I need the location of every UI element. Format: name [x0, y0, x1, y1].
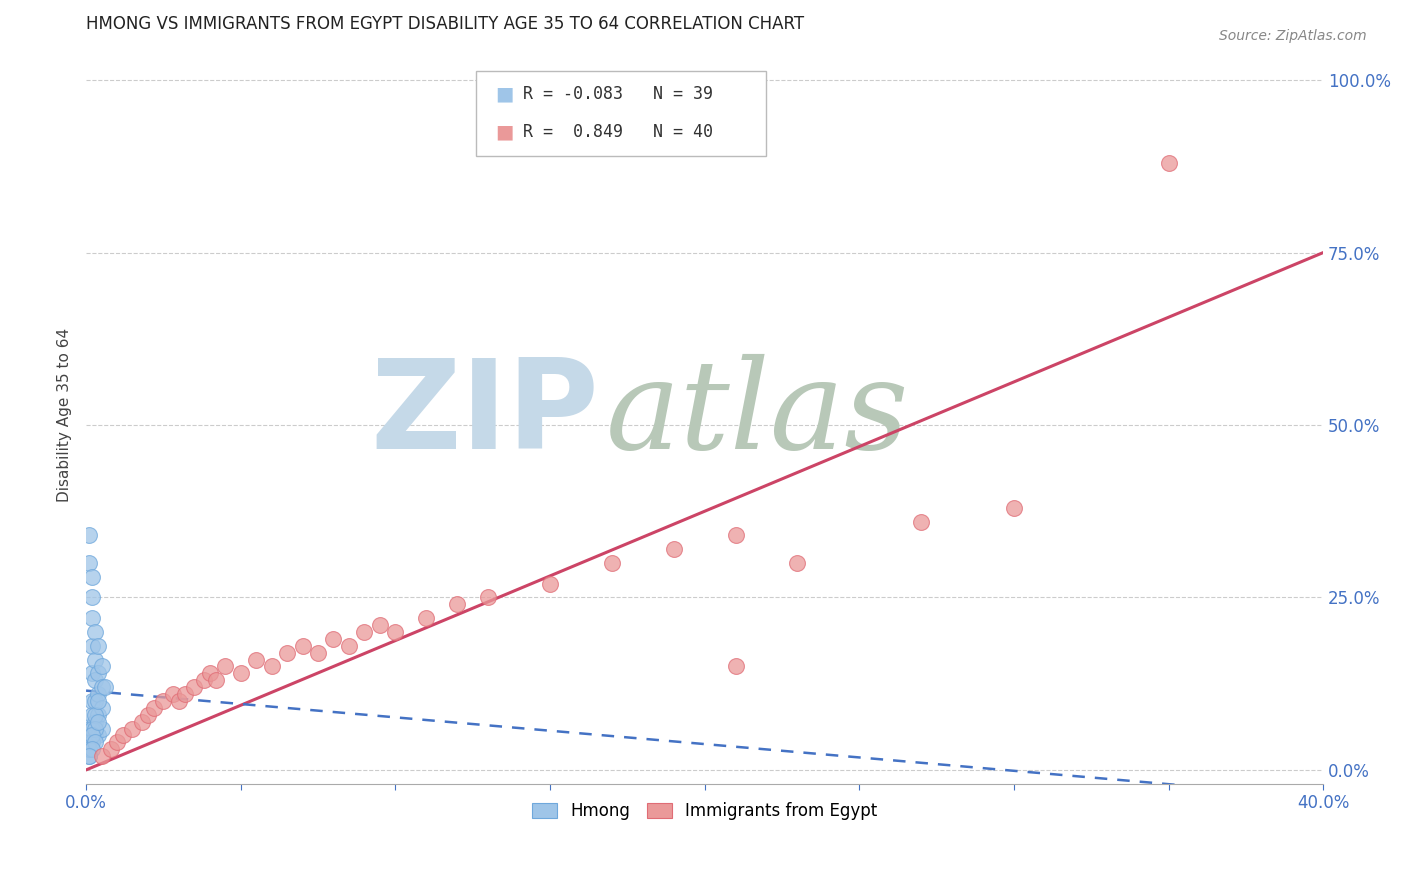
Point: [337, 639, 360, 653]
Point: [87, 714, 110, 729]
Point: [82, 742, 104, 756]
Point: [384, 625, 406, 640]
Point: [131, 714, 153, 729]
Point: [1157, 156, 1180, 170]
Point: [1002, 500, 1025, 515]
Text: R = -0.083   N = 39: R = -0.083 N = 39: [523, 85, 713, 103]
Point: [152, 694, 174, 708]
Point: [82, 707, 104, 722]
Point: [353, 625, 375, 640]
Point: [82, 666, 104, 681]
Text: R =  0.849   N = 40: R = 0.849 N = 40: [523, 123, 713, 141]
Point: [82, 694, 104, 708]
Point: [136, 707, 159, 722]
Point: [77, 528, 100, 542]
Text: ZIP: ZIP: [371, 354, 599, 475]
Point: [84, 714, 107, 729]
Point: [276, 646, 298, 660]
Point: [477, 591, 499, 605]
Point: [82, 591, 104, 605]
Point: [112, 728, 135, 742]
Point: [193, 673, 215, 688]
Point: [90, 701, 112, 715]
Point: [82, 611, 104, 625]
Point: [84, 694, 107, 708]
Point: [291, 639, 314, 653]
Point: [90, 722, 112, 736]
Point: [90, 659, 112, 673]
Point: [87, 687, 110, 701]
Point: [724, 528, 747, 542]
Point: [100, 742, 122, 756]
Point: [84, 625, 107, 640]
Point: [162, 687, 184, 701]
Point: [93, 680, 115, 694]
Point: [87, 666, 110, 681]
Point: [84, 722, 107, 736]
Point: [87, 639, 110, 653]
Point: [84, 728, 107, 742]
Legend: Hmong, Immigrants from Egypt: Hmong, Immigrants from Egypt: [526, 796, 884, 827]
Point: [183, 680, 205, 694]
Text: Source: ZipAtlas.com: Source: ZipAtlas.com: [1219, 29, 1367, 43]
Point: [368, 618, 391, 632]
Text: ■: ■: [495, 84, 515, 103]
Point: [105, 735, 128, 749]
Point: [538, 576, 561, 591]
Point: [77, 556, 100, 570]
Y-axis label: Disability Age 35 to 64: Disability Age 35 to 64: [58, 327, 72, 502]
Point: [87, 694, 110, 708]
Point: [84, 673, 107, 688]
Point: [82, 735, 104, 749]
Point: [724, 659, 747, 673]
Point: [77, 722, 100, 736]
Point: [307, 646, 329, 660]
Point: [245, 652, 267, 666]
Point: [786, 556, 808, 570]
Point: [77, 749, 100, 764]
Point: [229, 666, 252, 681]
FancyBboxPatch shape: [475, 71, 766, 156]
Point: [415, 611, 437, 625]
Point: [174, 687, 197, 701]
Point: [84, 707, 107, 722]
Point: [198, 666, 221, 681]
Point: [322, 632, 344, 646]
Point: [82, 722, 104, 736]
Point: [90, 749, 112, 764]
Point: [446, 598, 468, 612]
Point: [82, 728, 104, 742]
Text: atlas: atlas: [606, 354, 910, 475]
Text: HMONG VS IMMIGRANTS FROM EGYPT DISABILITY AGE 35 TO 64 CORRELATION CHART: HMONG VS IMMIGRANTS FROM EGYPT DISABILIT…: [86, 15, 804, 33]
Point: [84, 652, 107, 666]
Point: [910, 515, 932, 529]
Point: [600, 556, 623, 570]
Point: [82, 639, 104, 653]
Point: [90, 680, 112, 694]
Point: [87, 728, 110, 742]
Point: [77, 749, 100, 764]
Point: [82, 570, 104, 584]
Point: [121, 722, 143, 736]
Point: [87, 707, 110, 722]
Point: [77, 735, 100, 749]
Point: [77, 742, 100, 756]
Point: [662, 542, 685, 557]
Point: [84, 735, 107, 749]
Text: ■: ■: [495, 122, 515, 142]
Point: [214, 659, 236, 673]
Point: [205, 673, 228, 688]
Point: [143, 701, 166, 715]
Point: [260, 659, 283, 673]
Point: [167, 694, 190, 708]
